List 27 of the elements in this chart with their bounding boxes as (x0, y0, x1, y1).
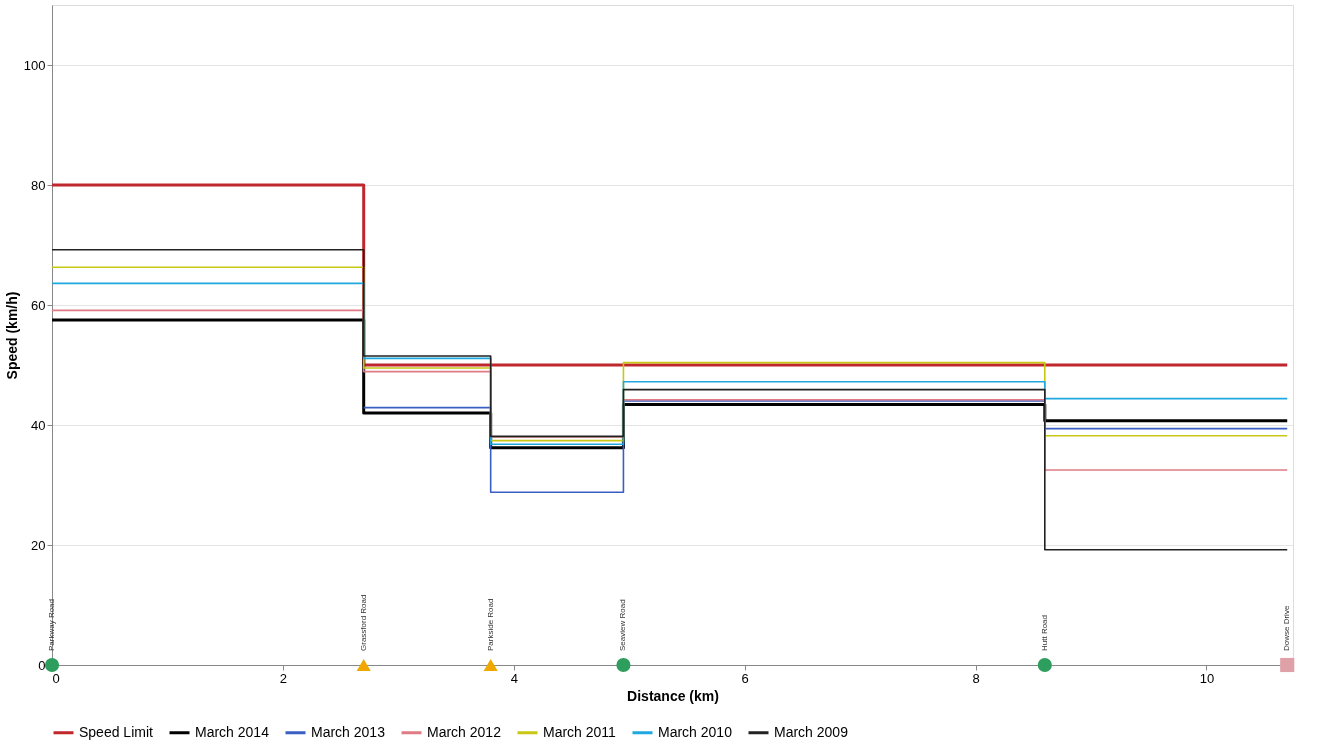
x-tick-label: 6 (741, 670, 749, 686)
annotation: Dowse Drive (1282, 605, 1292, 651)
x-tick-label: 2 (279, 670, 287, 686)
y-tick-label: 0 (38, 657, 46, 673)
legend-label: March 2010 (658, 723, 733, 740)
y-tick-label: 100 (23, 57, 46, 73)
annotation: Parkway Road (47, 598, 56, 651)
y-axis-title: Speed (km/h) (3, 291, 20, 380)
y-tick-label: 20 (31, 537, 46, 553)
legend-label: Speed Limit (79, 723, 154, 740)
x-tick-label: 10 (1199, 670, 1215, 686)
x-tick-label: 0 (52, 670, 60, 686)
legend-label: March 2011 (543, 723, 617, 740)
annotation: Seaview Road (618, 599, 628, 651)
x-axis-title: Distance (km) (627, 687, 719, 704)
annotation: Hutt Road (1039, 614, 1049, 651)
x-tick-label: 4 (510, 670, 518, 686)
legend-label: March 2014 (195, 723, 270, 740)
y-tick-label: 40 (31, 417, 46, 433)
annotation: Parkside Road (485, 598, 495, 651)
y-tick-label: 80 (31, 177, 46, 193)
y-tick-label: 60 (31, 297, 46, 313)
legend-label: March 2009 (774, 723, 849, 740)
legend-label: March 2013 (311, 723, 386, 740)
legend-label: March 2012 (427, 723, 502, 740)
x-tick-label: 8 (972, 670, 980, 686)
annotation: Grassford Road (358, 594, 368, 651)
